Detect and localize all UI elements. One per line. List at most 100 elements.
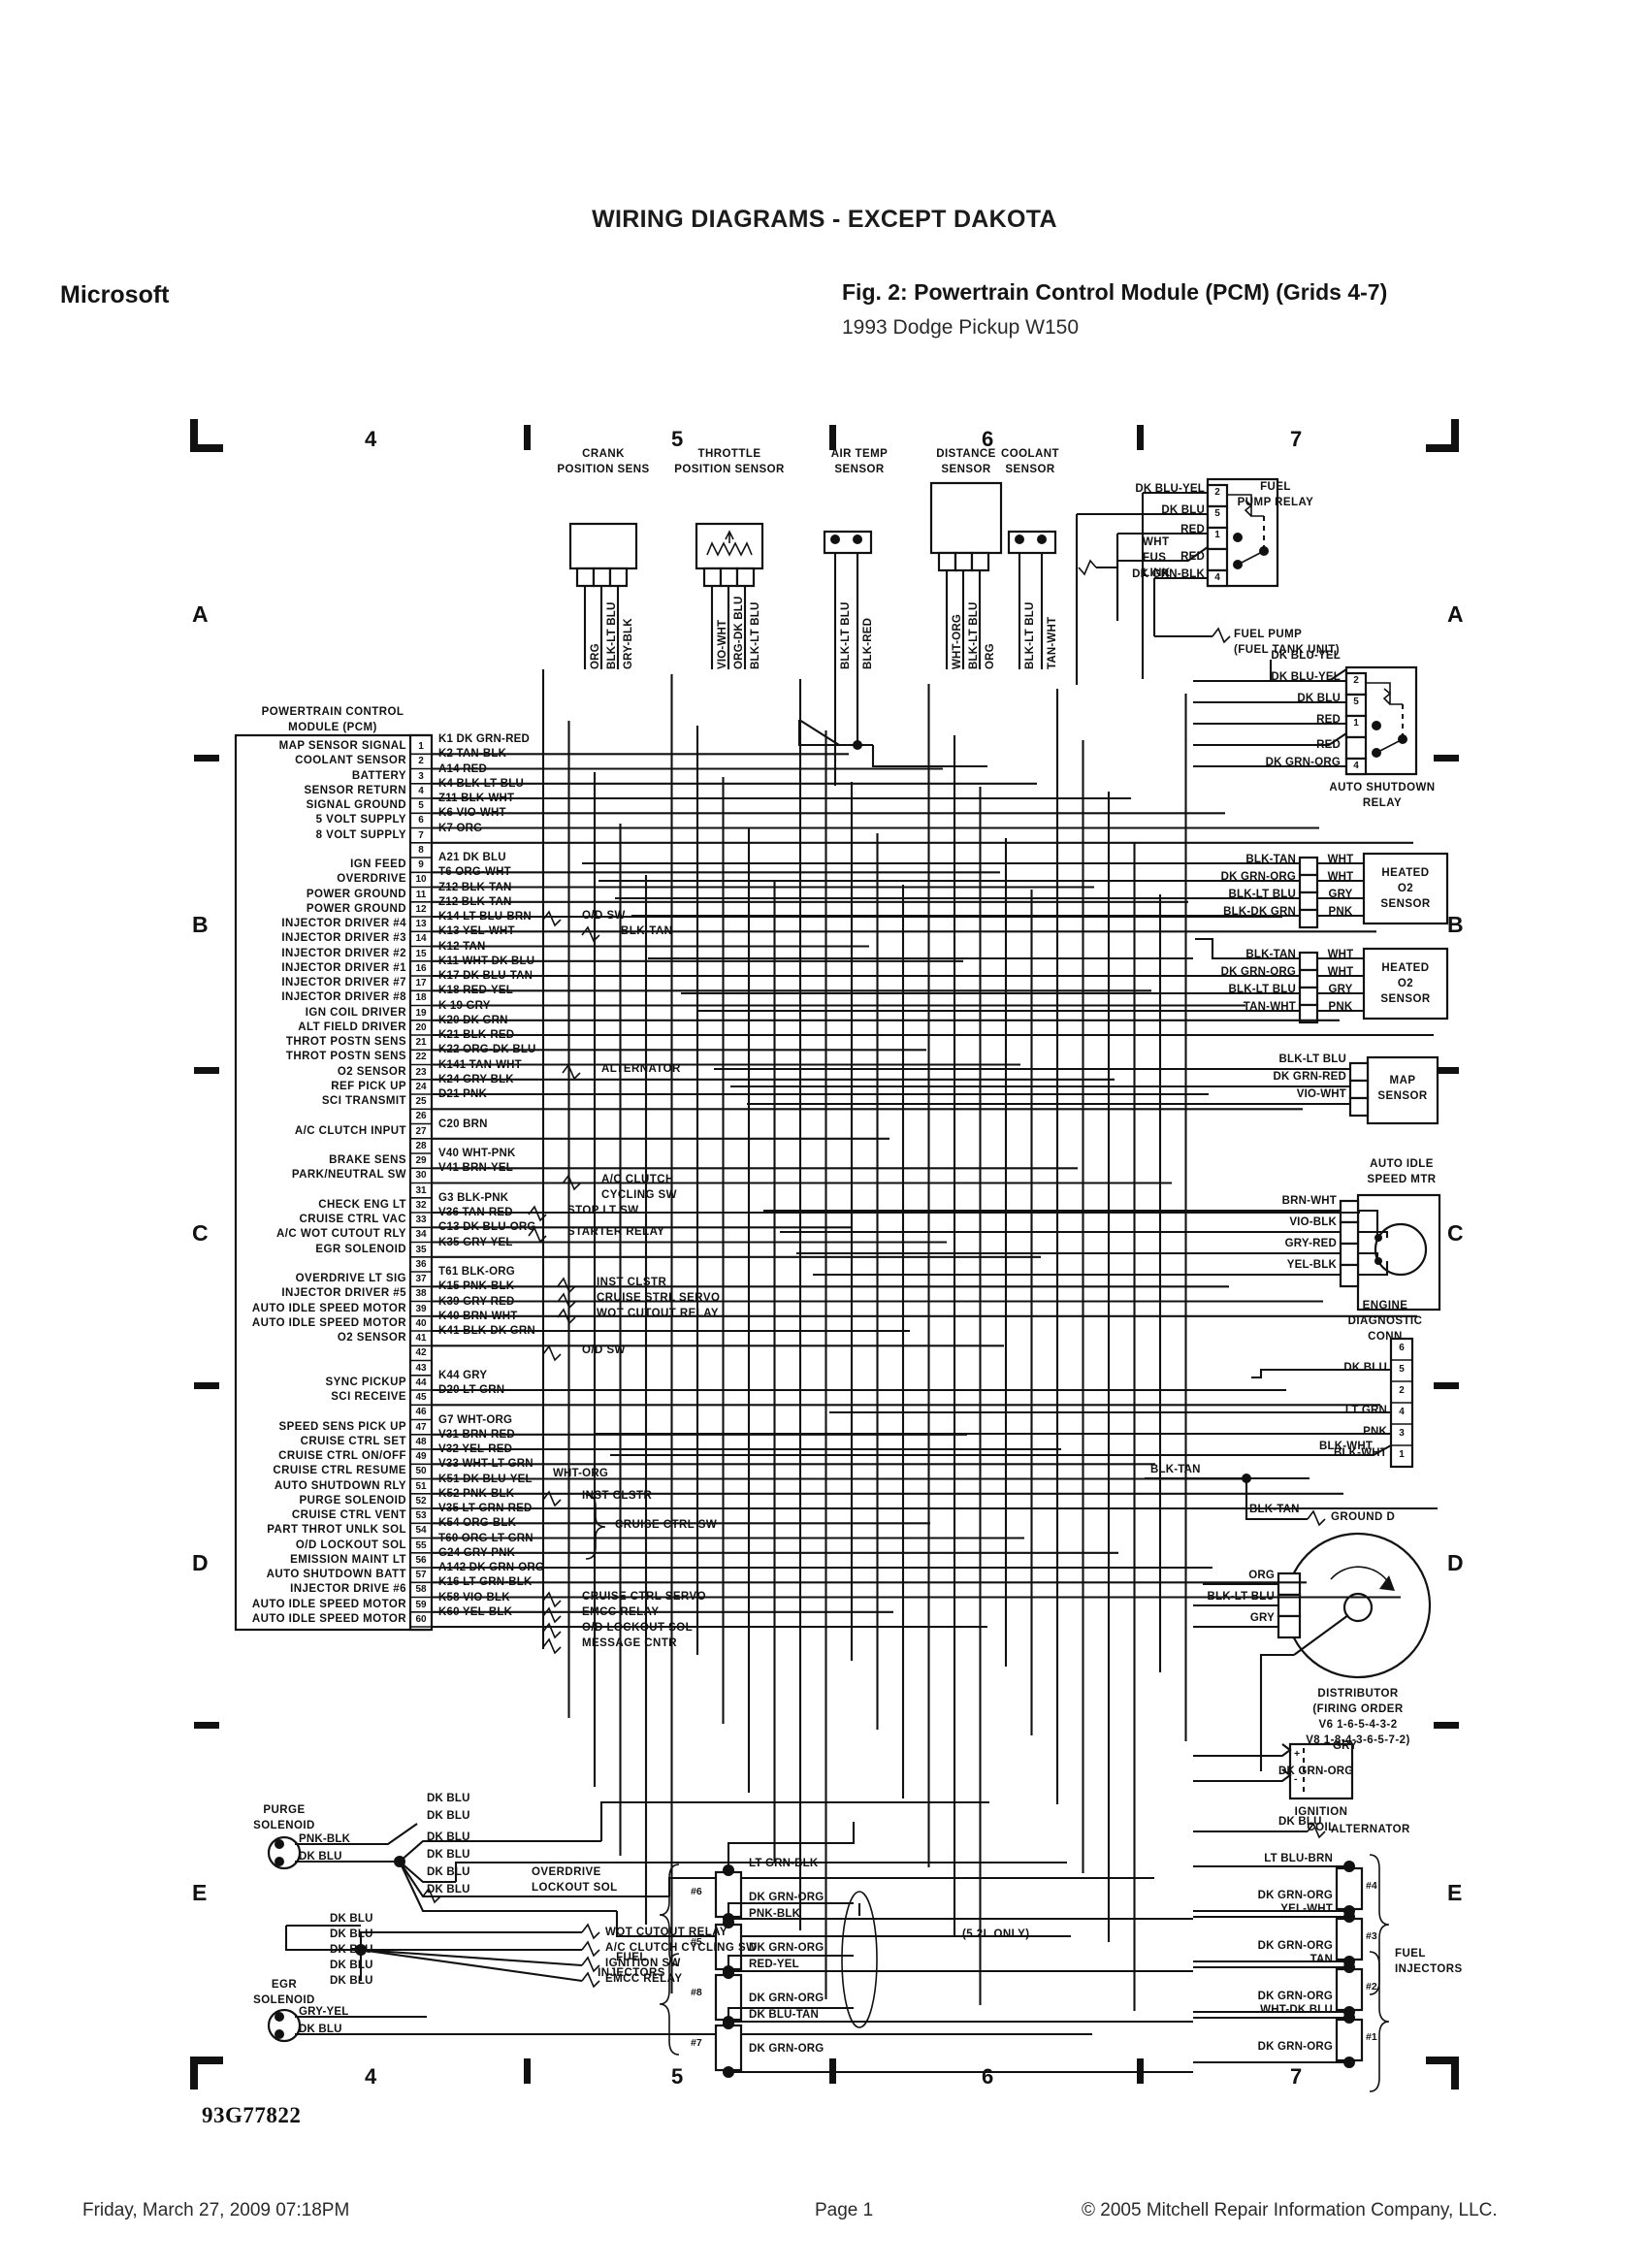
fuel-injector-left-num-1: #5 bbox=[691, 1936, 702, 1948]
pcm-pin-wire-33: V36 TAN-RED bbox=[438, 1207, 513, 1218]
pcm-pin-number-45: 45 bbox=[415, 1392, 427, 1403]
pcm-pin-wire-48: V31 BRN-RED bbox=[438, 1428, 515, 1441]
distributor-wire-0: ORG bbox=[1248, 1570, 1275, 1581]
pcm-pin-wire-18: K18 RED-YEL bbox=[438, 985, 513, 997]
pcm-pin-number-27: 27 bbox=[415, 1125, 427, 1137]
map-sensor-wire-1: DK GRN-RED bbox=[1273, 1071, 1346, 1083]
pcm-pin-wire-58: K16 LT GRN-BLK bbox=[438, 1576, 533, 1589]
pcm-pin-wire-35: K35 GRY-YEL bbox=[438, 1236, 513, 1248]
pcm-pin-name-60: AUTO IDLE SPEED MOTOR bbox=[251, 1612, 406, 1625]
dk-blu-branch-wire-1: DK BLU bbox=[427, 1849, 470, 1861]
frame-corner-top-left bbox=[190, 419, 223, 452]
pcm-pin-wire-32: G3 BLK-PNK bbox=[438, 1191, 509, 1204]
fuel-injector-left-bottom-wire-0: DK GRN-ORG bbox=[749, 1892, 824, 1903]
heated-o2-0-right-wire-0: WHT bbox=[1327, 854, 1354, 865]
pcm-pin-name-33: CRUISE CTRL VAC bbox=[299, 1214, 406, 1225]
pcm-pin-number-32: 32 bbox=[415, 1199, 427, 1211]
pcm-pin-number-37: 37 bbox=[415, 1274, 427, 1284]
pcm-pin-number-60: 60 bbox=[415, 1613, 427, 1625]
ignition-coil-terminal-positive: + bbox=[1294, 1748, 1301, 1760]
pcm-pin-wire-21: K21 BLK-RED bbox=[438, 1029, 515, 1041]
pcm-title-line-2: MODULE (PCM) bbox=[288, 722, 377, 733]
dk-blu-lower-wire-2: DK BLU bbox=[330, 1944, 373, 1956]
pcm-pin-number-28: 28 bbox=[415, 1140, 427, 1151]
pcm-pin-name-50: CRUISE CTRL RESUME bbox=[273, 1465, 406, 1477]
pcm-pin-wire-30: V41 BRN-YEL bbox=[438, 1162, 513, 1175]
fuel-injector-right-top-wire-1: YEL-WHT bbox=[1280, 1903, 1333, 1915]
auto-shutdown-relay-wire-1: DK BLU-YEL bbox=[1271, 671, 1341, 683]
footer-copyright: © 2005 Mitchell Repair Information Compa… bbox=[1082, 2200, 1498, 2220]
heated-o2-0-left-wire-2: BLK-LT BLU bbox=[1228, 889, 1296, 900]
egr-solenoid-label-2: SOLENOID bbox=[253, 1994, 315, 2006]
branch-label-6-0: INST CLSTR bbox=[597, 1277, 667, 1288]
edc-wire-1: DK BLU bbox=[1343, 1362, 1387, 1374]
pcm-pin-wire-4: K4 BLK-LT BLU bbox=[438, 777, 524, 790]
top-sensor-2-wire-0: BLK-LT BLU bbox=[840, 601, 852, 670]
pcm-pin-number-44: 44 bbox=[415, 1377, 427, 1388]
pcm-pin-name-13: INJECTOR DRIVER #4 bbox=[281, 918, 406, 929]
pcm-pin-number-39: 39 bbox=[415, 1303, 427, 1314]
top-sensor-0-wire-0: ORG bbox=[590, 643, 601, 669]
branch-label-3-0: A/C CLUTCH bbox=[601, 1174, 674, 1185]
ignition-coil-wire-1: GRY bbox=[1333, 1740, 1358, 1752]
edc-pin-3: 3 bbox=[1399, 1428, 1405, 1439]
grid-row-a-left: A bbox=[192, 601, 209, 627]
pcm-pin-number-42: 42 bbox=[415, 1347, 427, 1359]
pcm-pin-wire-38: K15 PNK-BLK bbox=[438, 1280, 515, 1293]
pcm-pin-number-57: 57 bbox=[415, 1570, 427, 1580]
ground-d-label: GROUND D bbox=[1331, 1511, 1396, 1523]
cruise-ctrl-sw-group-label: CRUISE CTRL SW bbox=[615, 1519, 718, 1531]
fuel-injector-right-num-3: #1 bbox=[1366, 2031, 1377, 2043]
fuel-pump-relay-wire-4: DK GRN-BLK bbox=[1132, 568, 1205, 580]
pcm-pin-name-53: CRUISE CTRL VENT bbox=[291, 1509, 406, 1521]
edc-wire-5: BLK-WHT bbox=[1333, 1447, 1387, 1459]
pcm-pin-name-3: BATTERY bbox=[351, 769, 406, 782]
ignition-coil-label-2: COIL bbox=[1307, 1822, 1336, 1833]
pcm-pin-wire-52: K52 PNK-BLK bbox=[438, 1487, 515, 1500]
fuel-pump-relay-label-2: PUMP RELAY bbox=[1237, 497, 1314, 508]
pcm-pin-wire-17: K17 DK BLU-TAN bbox=[438, 970, 534, 982]
fuel-pump-relay-wire-1: DK BLU bbox=[1161, 504, 1205, 516]
fuel-injector-left-bottom-wire-1: DK GRN-ORG bbox=[749, 1942, 824, 1954]
frame-corner-top-right bbox=[1426, 419, 1459, 452]
fuel-pump-relay-pin-2: 2 bbox=[1214, 487, 1220, 498]
figure-title: Fig. 2: Powertrain Control Module (PCM) … bbox=[842, 279, 1388, 305]
fuel-injector-right-num-2: #2 bbox=[1366, 1981, 1377, 1993]
fuel-injector-left-top-wire-3: DK BLU-TAN bbox=[749, 2009, 820, 2021]
purge-solenoid-label-1: PURGE bbox=[263, 1804, 306, 1816]
top-sensor-3-wire-0: WHT-ORG bbox=[952, 614, 963, 669]
pcm-pin-number-59: 59 bbox=[415, 1599, 427, 1610]
top-sensor-0-label-1: POSITION SENS bbox=[557, 464, 650, 475]
heated-o2-1-right-wire-2: GRY bbox=[1328, 984, 1353, 995]
heated-o2-0-right-wire-3: PNK bbox=[1328, 906, 1353, 918]
pcm-pin-name-58: INJECTOR DRIVE #6 bbox=[290, 1583, 406, 1596]
document-title: WIRING DIAGRAMS - EXCEPT DAKOTA bbox=[592, 206, 1057, 233]
pcm-pin-name-17: INJECTOR DRIVER #7 bbox=[281, 977, 406, 988]
edc-extra-wire-label: BLK-WHT bbox=[1319, 1441, 1374, 1452]
pcm-pin-number-51: 51 bbox=[415, 1480, 427, 1492]
pcm-pin-number-35: 35 bbox=[415, 1244, 427, 1255]
grid-row-e-left: E bbox=[192, 1880, 208, 1905]
pcm-pin-number-2: 2 bbox=[418, 756, 424, 767]
auto-shutdown-relay-wire-5: DK GRN-ORG bbox=[1265, 757, 1341, 768]
fuel-injector-right-top-wire-3: WHT-DK BLU bbox=[1260, 2004, 1333, 2016]
pcm-pin-number-36: 36 bbox=[415, 1258, 427, 1270]
grid-row-d-left: D bbox=[192, 1550, 209, 1575]
pcm-pin-number-18: 18 bbox=[415, 992, 427, 1004]
pcm-pin-name-4: SENSOR RETURN bbox=[304, 784, 406, 796]
frame-tick-left-1 bbox=[194, 755, 219, 761]
heated-o2-1-label-2: SENSOR bbox=[1380, 993, 1431, 1005]
pcm-pin-wire-25: D21 PNK bbox=[438, 1088, 487, 1100]
heated-o2-1-label-0: HEATED bbox=[1381, 962, 1430, 974]
pcm-pin-wire-20: K20 DK GRN bbox=[438, 1014, 508, 1026]
distributor-caption-2: (FIRING ORDER bbox=[1312, 1703, 1404, 1715]
heated-o2-1-left-wire-1: DK GRN-ORG bbox=[1220, 966, 1296, 978]
pcm-pin-wire-23: K141 TAN-WHT bbox=[438, 1058, 522, 1071]
pcm-pin-number-24: 24 bbox=[415, 1081, 427, 1092]
pcm-pin-number-29: 29 bbox=[415, 1155, 427, 1166]
pcm-pin-wire-55: T60 ORG-LT GRN bbox=[438, 1532, 534, 1544]
pcm-pin-wire-57: A142 DK GRN-ORG bbox=[438, 1562, 545, 1573]
top-sensor-1-label-1: POSITION SENSOR bbox=[674, 464, 785, 475]
pcm-pin-number-34: 34 bbox=[415, 1229, 427, 1241]
